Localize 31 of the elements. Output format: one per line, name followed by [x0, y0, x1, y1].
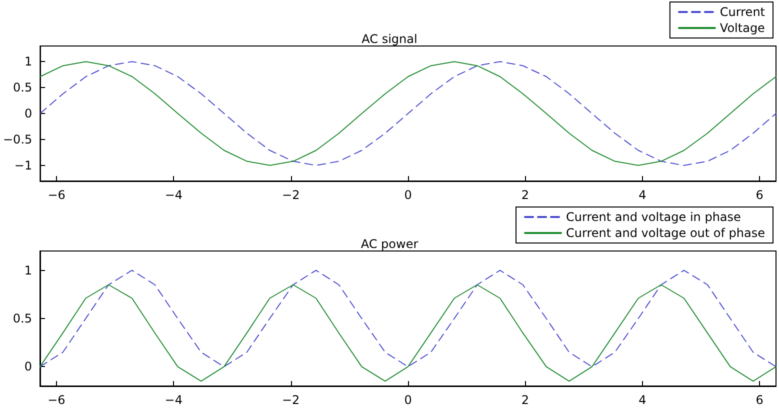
y-tick-label: 0.5 — [12, 312, 32, 326]
x-tick-label: −4 — [164, 393, 182, 407]
legend-label: Voltage — [720, 21, 765, 35]
legend-label: Current and voltage out of phase — [566, 226, 765, 240]
x-tick-label: −2 — [282, 393, 300, 407]
x-tick-label: 2 — [521, 188, 530, 202]
x-tick-label: 2 — [521, 393, 530, 407]
line-series — [40, 270, 776, 368]
y-tick-label: 0.5 — [13, 80, 32, 95]
legend-label: Current — [720, 5, 766, 19]
y-tick-label: 0 — [24, 106, 32, 120]
x-tick-label: 4 — [638, 188, 646, 202]
y-tick-label: 1 — [24, 263, 32, 278]
y-tick-label: −1 — [14, 158, 32, 172]
line-series — [40, 61, 776, 166]
legend-label: Current and voltage in phase — [566, 210, 741, 224]
x-tick-label: −6 — [48, 393, 66, 407]
y-tick-label: −0.5 — [3, 132, 32, 146]
y-tick-label: 1 — [24, 54, 32, 69]
x-tick-label: −6 — [48, 188, 66, 202]
chart-title: AC signal — [362, 32, 418, 46]
x-tick-label: 0 — [404, 393, 412, 407]
x-tick-label: −2 — [282, 188, 300, 202]
x-tick-label: −4 — [164, 188, 183, 202]
chart-title: AC power — [360, 237, 418, 251]
x-tick-label: 6 — [756, 393, 764, 407]
y-tick-label: 0 — [24, 360, 32, 374]
line-series — [40, 284, 776, 382]
x-tick-label: 0 — [404, 188, 412, 202]
x-tick-label: 4 — [638, 393, 646, 407]
x-tick-label: 6 — [756, 188, 764, 202]
